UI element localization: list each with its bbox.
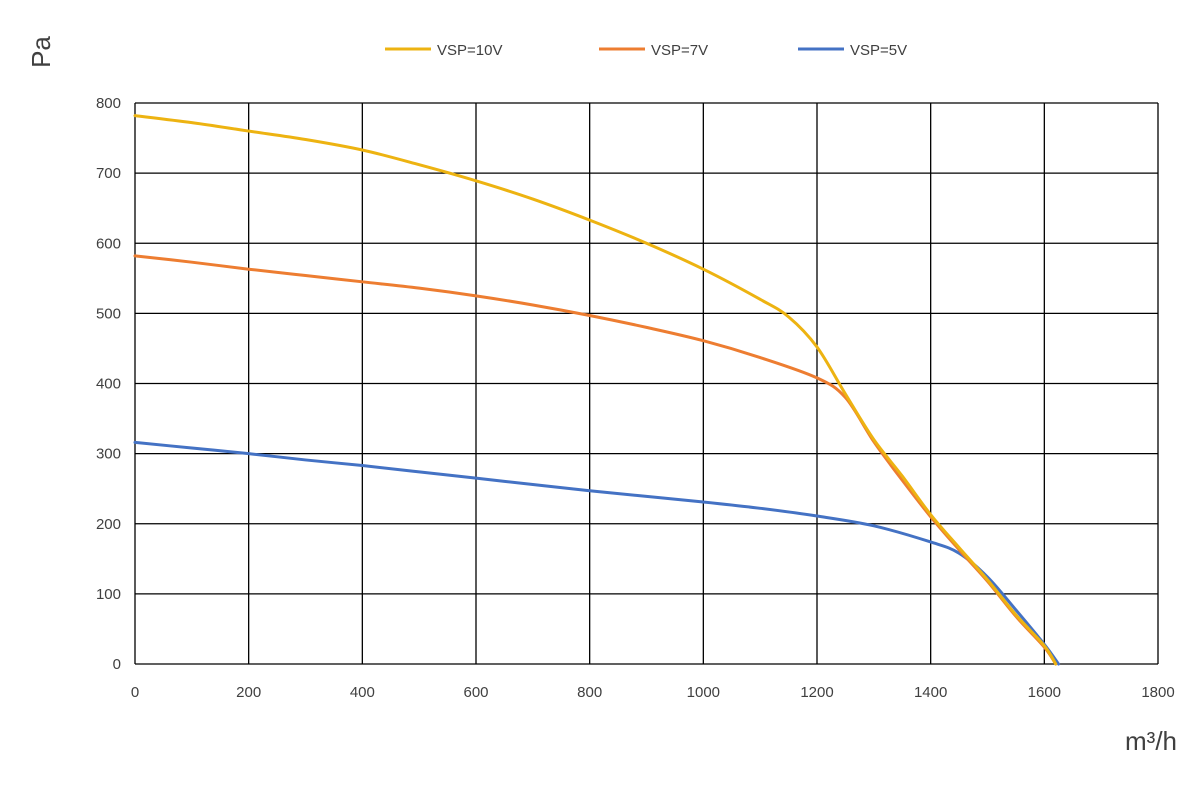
x-tick-label: 1200	[800, 684, 833, 701]
y-tick-label: 100	[96, 586, 121, 603]
y-tick-label: 600	[96, 235, 121, 252]
series-line-vsp-7v	[133, 254, 1058, 666]
y-tick-label: 0	[113, 656, 121, 673]
legend-item: VSP=7V	[599, 42, 708, 59]
x-tick-label: 400	[350, 684, 375, 701]
x-tick-label: 0	[131, 684, 139, 701]
x-tick-label: 1600	[1028, 684, 1061, 701]
axis-layer: 0 200 400 600 800 1000 1200 1400 1600 1800 0 100 200…	[96, 95, 1175, 701]
x-tick-label: 1400	[914, 684, 947, 701]
legend-label: VSP=7V	[651, 42, 708, 59]
series-line-vsp-5v	[133, 440, 1061, 666]
y-tick-label: 700	[96, 165, 121, 182]
y-tick-label: 200	[96, 516, 121, 533]
grid-layer	[134, 102, 1159, 665]
y-tick-label: 800	[96, 95, 121, 112]
x-tick-label: 600	[463, 684, 488, 701]
x-tick-label: 1800	[1141, 684, 1174, 701]
y-tick-label: 400	[96, 376, 121, 393]
x-tick-label: 200	[236, 684, 261, 701]
x-tick-label: 1000	[687, 684, 720, 701]
x-tick-label: 800	[577, 684, 602, 701]
series-layer	[133, 114, 1061, 666]
x-axis-title: m³/h	[1125, 726, 1177, 756]
y-tick-label: 300	[96, 446, 121, 463]
legend-item: VSP=5V	[798, 42, 907, 59]
legend-item: VSP=10V	[385, 42, 502, 59]
y-axis-title: Pa	[26, 36, 56, 68]
legend: VSP=10V VSP=7V VSP=5V	[385, 42, 907, 59]
y-tick-label: 500	[96, 305, 121, 322]
series-line-vsp-10v	[133, 114, 1058, 666]
legend-label: VSP=5V	[850, 42, 907, 59]
legend-label: VSP=10V	[437, 42, 502, 59]
